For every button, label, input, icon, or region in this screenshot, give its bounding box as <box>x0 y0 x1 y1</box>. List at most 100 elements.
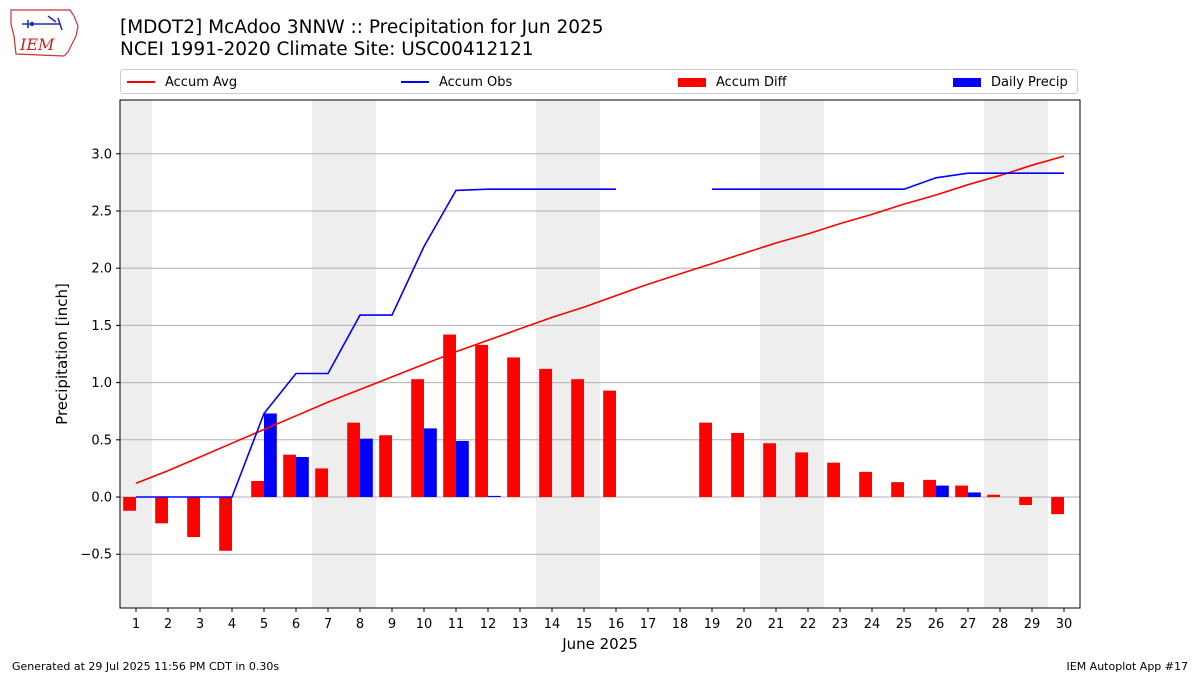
x-tick-label: 25 <box>896 617 913 632</box>
accum-diff-bar <box>891 482 904 498</box>
plot-frame <box>119 99 1081 609</box>
accum-diff-bar <box>475 344 488 498</box>
x-tick-label: 9 <box>388 617 396 632</box>
accum-diff-bar <box>763 443 776 498</box>
x-tick-label: 29 <box>1024 617 1041 632</box>
accum-avg-line <box>135 155 1065 485</box>
accum-diff-bar <box>859 471 872 498</box>
footer-generated: Generated at 29 Jul 2025 11:56 PM CDT in… <box>12 660 280 673</box>
x-tick-label: 10 <box>416 617 433 632</box>
accum-diff-bar <box>923 479 936 498</box>
chart-title: [MDOT2] McAdoo 3NNW :: Precipitation for… <box>120 17 604 61</box>
accum-obs-line <box>712 172 1064 190</box>
accum-diff-bar <box>187 497 200 538</box>
accum-diff-bar <box>603 390 616 498</box>
accum-diff-bar <box>1019 497 1032 506</box>
x-tick-label: 13 <box>512 617 529 632</box>
accum-diff-bar <box>507 357 520 498</box>
accum-diff-bar <box>987 494 1000 498</box>
accum-diff-bar <box>123 497 136 511</box>
station-dot-icon <box>29 21 35 27</box>
chart-title-line2: NCEI 1991-2020 Climate Site: USC00412121 <box>120 39 534 60</box>
x-tick-label: 6 <box>292 617 300 632</box>
x-tick-label: 2 <box>164 617 172 632</box>
x-tick-label: 27 <box>960 617 977 632</box>
accum-diff-bar <box>283 454 296 498</box>
legend-label-daily-precip: Daily Precip <box>991 74 1068 90</box>
accum-diff-bar <box>443 334 456 498</box>
accum-diff-bar <box>251 481 264 498</box>
legend-entry-accum-avg: Accum Avg <box>127 74 237 90</box>
x-tick-label: 16 <box>608 617 625 632</box>
daily-precip-bar <box>456 440 469 498</box>
accum-diff-bar <box>155 497 168 524</box>
x-tick-label: 14 <box>544 617 561 632</box>
y-tick-label: 0.0 <box>91 491 112 506</box>
accum-diff-bar <box>411 379 424 498</box>
daily-precip-bar <box>936 485 949 498</box>
legend-swatch-daily-precip <box>953 77 981 87</box>
logo-text: IEM <box>19 35 55 54</box>
daily-precip-bar <box>424 428 437 498</box>
accum-diff-bar <box>699 422 712 498</box>
accum-diff-bar <box>219 497 232 551</box>
accum-diff-bar <box>315 468 328 498</box>
accum-diff-bar <box>571 379 584 498</box>
x-tick-label: 1 <box>132 617 140 632</box>
weekend-shade <box>120 100 152 608</box>
legend-entry-daily-precip: Daily Precip <box>953 74 1068 90</box>
x-tick-label: 19 <box>704 617 721 632</box>
accum-diff-bar <box>731 432 744 498</box>
x-tick-label: 18 <box>672 617 689 632</box>
x-tick-label: 21 <box>768 617 785 632</box>
x-tick-label: 4 <box>228 617 236 632</box>
y-tick-label: 2.5 <box>91 204 112 219</box>
accum-obs-line <box>136 188 616 498</box>
accum-diff-bar <box>1051 497 1064 515</box>
y-tick-label: 2.0 <box>91 262 112 277</box>
x-tick-label: 7 <box>324 617 332 632</box>
x-tick-label: 30 <box>1056 617 1073 632</box>
daily-precip-bar <box>264 413 277 498</box>
legend-entry-accum-diff: Accum Diff <box>678 74 787 90</box>
accum-diff-bar <box>379 435 392 498</box>
accum-diff-bar <box>827 462 840 498</box>
legend-label-accum-obs: Accum Obs <box>439 74 513 90</box>
accum-diff-bar <box>539 368 552 498</box>
x-tick-label: 15 <box>576 617 593 632</box>
accum-diff-bar <box>955 485 968 498</box>
legend-entry-accum-obs: Accum Obs <box>401 74 512 90</box>
accum-diff-bar <box>347 422 360 498</box>
y-tick-label: 3.0 <box>91 147 112 162</box>
x-tick-label: 22 <box>800 617 817 632</box>
x-tick-label: 20 <box>736 617 753 632</box>
y-tick-label: 1.5 <box>91 319 112 334</box>
x-tick-label: 12 <box>480 617 497 632</box>
legend-label-accum-avg: Accum Avg <box>165 74 238 90</box>
weekend-shade <box>760 100 824 608</box>
weekend-shade <box>536 100 600 608</box>
daily-precip-bar <box>968 492 981 498</box>
x-tick-label: 17 <box>640 617 657 632</box>
x-tick-label: 3 <box>196 617 204 632</box>
weekend-shade <box>984 100 1048 608</box>
daily-precip-bar <box>360 438 373 498</box>
x-tick-label: 11 <box>448 617 465 632</box>
legend-swatch-accum-diff <box>678 77 706 87</box>
x-tick-label: 24 <box>864 617 881 632</box>
x-axis-label: June 2025 <box>561 635 638 653</box>
weekend-shade <box>312 100 376 608</box>
iem-logo: IEM <box>10 9 79 57</box>
daily-precip-bar <box>296 456 309 498</box>
footer-app: IEM Autoplot App #17 <box>1066 660 1189 673</box>
x-tick-label: 28 <box>992 617 1009 632</box>
y-axis-label: Precipitation [inch] <box>53 283 71 425</box>
accum-diff-bar <box>795 452 808 498</box>
daily-precip-bar <box>488 495 501 498</box>
chart-title-line1: [MDOT2] McAdoo 3NNW :: Precipitation for… <box>120 17 604 38</box>
y-tick-label: 1.0 <box>91 376 112 391</box>
legend-swatch-accum-avg <box>127 81 155 83</box>
x-tick-label: 26 <box>928 617 945 632</box>
legend-swatch-accum-obs <box>401 81 429 83</box>
